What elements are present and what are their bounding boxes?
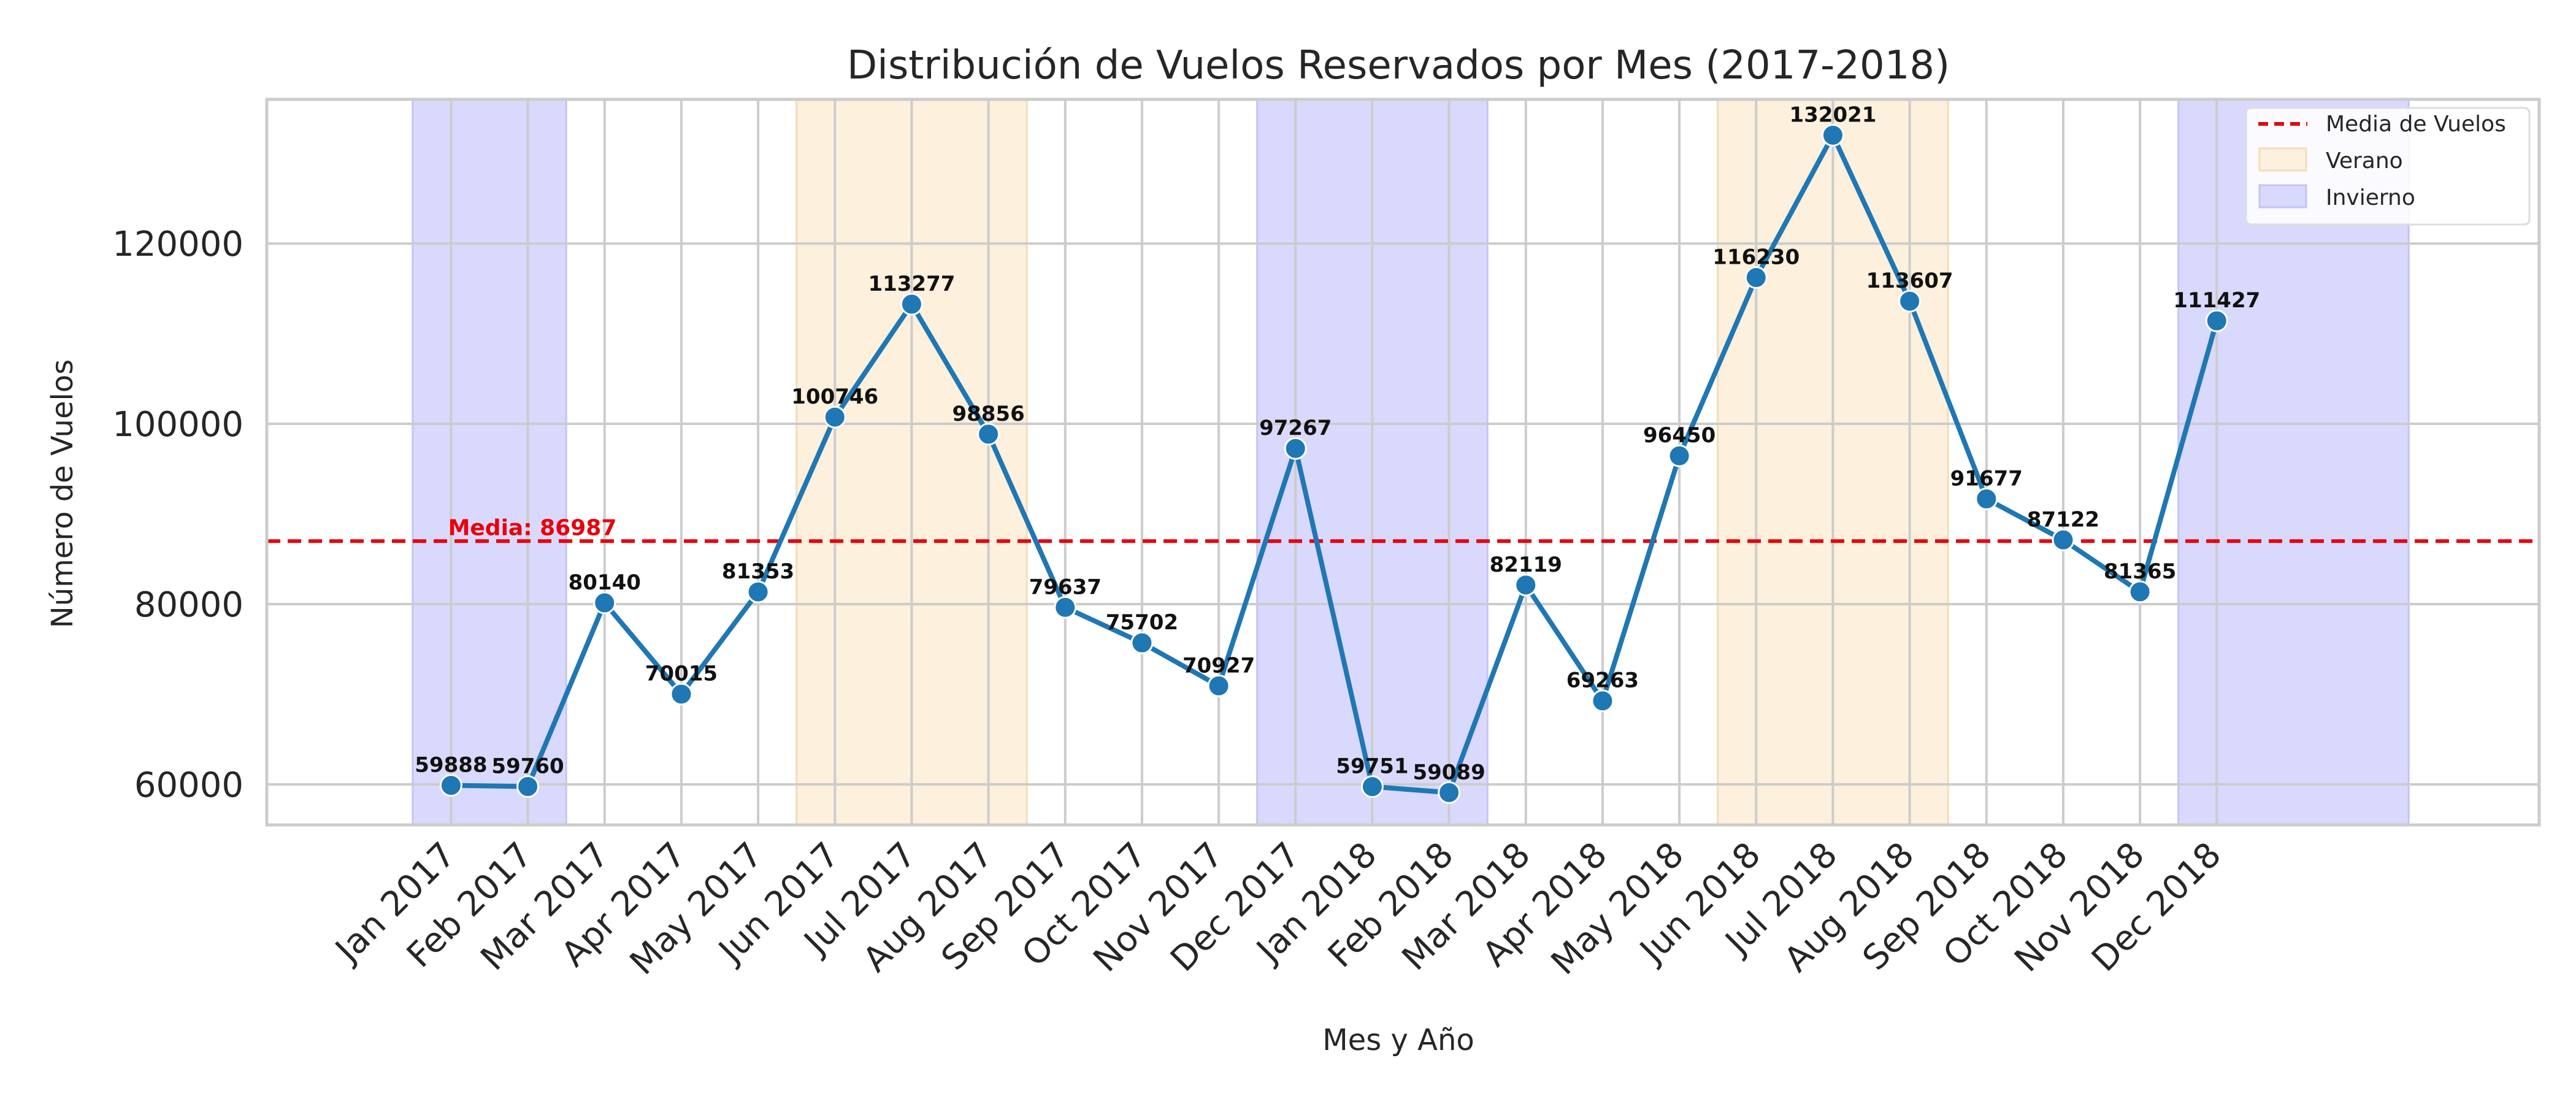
data-point: [516, 775, 540, 798]
data-point: [823, 405, 846, 429]
y-tick-label: 60000: [134, 765, 243, 805]
data-label: 59089: [1413, 760, 1485, 784]
data-point: [977, 423, 1000, 446]
data-point: [746, 580, 770, 604]
y-tick-label: 80000: [134, 585, 243, 625]
chart-title: Distribución de Vuelos Reservados por Me…: [847, 43, 1950, 88]
y-axis-label: Número de Vuelos: [45, 359, 80, 628]
data-label: 97267: [1259, 416, 1332, 440]
data-point: [2052, 528, 2075, 551]
data-label: 80140: [569, 570, 641, 595]
data-point: [1668, 444, 1691, 467]
data-point: [2205, 309, 2228, 332]
data-label: 70927: [1183, 653, 1255, 678]
data-label: 75702: [1106, 610, 1178, 635]
series-layer: [439, 123, 2228, 804]
data-label: 116230: [1712, 245, 1800, 270]
legend-entry: Invierno: [2326, 185, 2415, 210]
data-label: 100746: [791, 385, 878, 409]
data-point: [1207, 674, 1230, 697]
data-label: 91677: [1950, 466, 2023, 491]
plot-frame: [265, 98, 2541, 827]
data-point: [593, 591, 616, 615]
data-label: 132021: [1789, 102, 1876, 127]
data-point: [1898, 289, 1922, 313]
legend-box: [2245, 107, 2531, 226]
data-point: [1591, 689, 1614, 713]
data-label: 96450: [1643, 423, 1715, 448]
data-label: 113277: [868, 272, 955, 296]
data-point: [1130, 631, 1154, 654]
grid-lines: [267, 99, 2539, 825]
legend-entry: Media de Vuelos: [2326, 112, 2506, 137]
mean-layer: Media: 86987: [267, 515, 2539, 543]
data-label: 70015: [645, 662, 718, 686]
winter-band: [412, 98, 567, 826]
data-label: 98856: [952, 402, 1024, 426]
data-label: 87122: [2027, 507, 2099, 532]
data-point: [670, 683, 693, 706]
data-point: [900, 293, 923, 316]
mean-label: Media: 86987: [448, 515, 617, 540]
data-point: [2128, 580, 2152, 604]
data-point: [1514, 573, 1538, 597]
season-bands: [412, 98, 2410, 826]
legend-winter-swatch: [2258, 184, 2307, 209]
data-label: 79637: [1029, 575, 1102, 599]
data-label: 59751: [1336, 754, 1408, 779]
data-point: [1975, 487, 1998, 510]
series-line: [451, 132, 2220, 795]
data-label: 59888: [415, 753, 487, 778]
data-point: [1438, 781, 1461, 804]
data-label: 59760: [491, 754, 564, 778]
data-label: 81353: [722, 559, 794, 584]
legend-summer-swatch: [2258, 147, 2307, 172]
y-axis-ticks: 60000 80000 100000 120000: [112, 224, 243, 805]
data-label: 69263: [1566, 669, 1639, 693]
data-point: [1284, 437, 1307, 460]
data-labels: 59888 59760 80140 70015 81353 100746 113277 988…: [415, 102, 2260, 784]
data-point: [1821, 123, 1844, 147]
data-label: 81365: [2104, 559, 2176, 584]
x-axis-label: Mes y Año: [1322, 1023, 1474, 1057]
data-point: [1054, 596, 1077, 619]
data-label: 113607: [1866, 269, 1953, 293]
data-label: 111427: [2173, 288, 2260, 313]
data-point: [1744, 266, 1768, 289]
y-tick-label: 120000: [112, 224, 243, 264]
legend: Media de Vuelos Verano Invierno: [2245, 107, 2531, 226]
legend-entry: Verano: [2326, 148, 2403, 174]
y-tick-label: 100000: [112, 405, 243, 445]
data-label: 82119: [1490, 553, 1562, 577]
data-point: [1360, 775, 1384, 799]
data-point: [439, 774, 462, 797]
